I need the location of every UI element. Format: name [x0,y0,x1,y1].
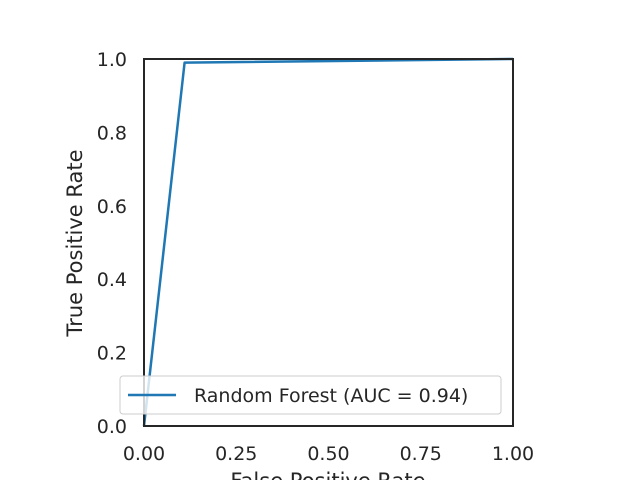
x-tick-labels: 0.00 0.25 0.50 0.75 1.00 [123,443,534,465]
legend-box [119,375,502,415]
x-tick-label: 0.00 [123,443,165,465]
axes-frame [143,58,514,427]
x-axis-label: False Positive Rate [230,469,425,480]
legend-entry-label: Random Forest (AUC = 0.94) [194,385,468,407]
y-tick-label: 1.0 [97,49,127,71]
y-tick-labels: 0.0 0.2 0.4 0.6 0.8 1.0 [97,49,127,438]
y-tick-label: 0.8 [97,122,127,144]
legend: Random Forest (AUC = 0.94) [119,375,502,415]
x-tick-label: 0.50 [307,443,349,465]
x-tick-label: 1.00 [492,443,534,465]
series-layer [142,57,514,427]
y-tick-label: 0.6 [97,196,127,218]
y-axis-label: True Positive Rate [63,149,87,337]
x-tick-label: 0.75 [400,443,442,465]
y-tick-label: 0.4 [97,269,127,291]
y-tick-label: 0.0 [97,416,127,438]
axes-background [144,59,513,426]
plot-area [142,57,514,427]
series-line [142,57,514,427]
x-tick-label: 0.25 [215,443,257,465]
y-tick-label: 0.2 [97,343,127,365]
